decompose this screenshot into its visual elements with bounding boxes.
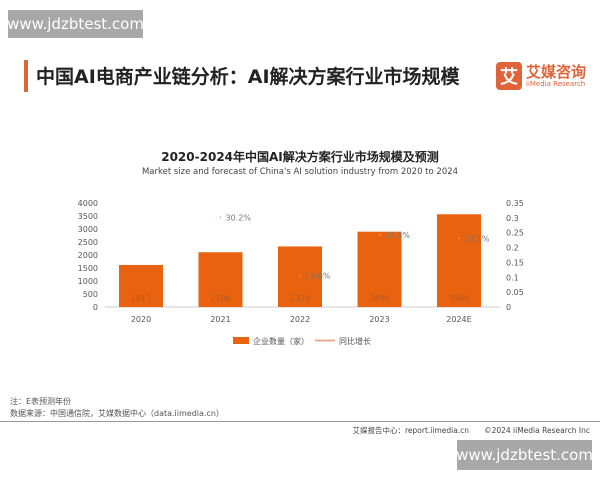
growth-point [378, 233, 381, 236]
x-tick-label: 2024E [446, 315, 471, 324]
y-right-tick-label: 0.15 [506, 258, 524, 267]
growth-label: 30.2% [226, 213, 252, 222]
bar-value-label: 3566 [449, 294, 469, 303]
logo-cn: 艾媒咨询 [526, 62, 587, 81]
bar-value-label: 2896 [369, 294, 389, 303]
y-left-tick-label: 4000 [78, 199, 98, 208]
logo: 艾 艾媒咨询 iiMedia Research [496, 62, 586, 90]
y-right-tick-label: 0.3 [506, 214, 519, 223]
bar [278, 246, 322, 307]
growth-label: 23.1% [464, 234, 490, 243]
y-left-tick-label: 1000 [78, 277, 98, 286]
footer-text: 艾媒报告中心：report.iimedia.cn ©2024 iiMedia R… [352, 426, 590, 435]
y-right-tick-label: 0 [506, 303, 511, 312]
watermark: www.jdzbtest.com [456, 440, 593, 470]
footer-divider [0, 421, 600, 422]
legend-bar-label: 企业数量（家） [253, 336, 309, 346]
bar-value-label: 1617 [131, 294, 151, 303]
y-left-tick-label: 2000 [78, 251, 98, 260]
chart-subtitle: Market size and forecast of China's AI s… [141, 167, 459, 177]
y-right-tick-label: 0.05 [506, 288, 524, 297]
growth-point [219, 216, 222, 219]
y-right-tick-label: 0.2 [506, 244, 519, 253]
x-tick-label: 2021 [210, 315, 230, 324]
bar-value-label: 2329 [290, 294, 310, 303]
y-left-tick-label: 3500 [78, 212, 98, 221]
page-title: 中国AI电商产业链分析：AI解决方案行业市场规模 [36, 66, 460, 88]
legend-line-label: 同比增长 [339, 336, 371, 346]
y-right-tick-label: 0.35 [506, 199, 524, 208]
source: 数据来源：中国通信院，艾媒数据中心（data.iimedia.cn） [10, 409, 224, 418]
bar [119, 264, 163, 307]
y-left-tick-label: 2500 [78, 238, 98, 247]
y-left-tick-label: 1500 [78, 264, 98, 273]
y-right-tick-label: 0.1 [506, 273, 519, 282]
x-tick-label: 2020 [131, 315, 151, 324]
y-left-tick-label: 0 [93, 303, 98, 312]
logo-mark: 艾 [496, 62, 522, 90]
bar [437, 214, 481, 307]
title-accent-bar [24, 60, 28, 92]
growth-point [299, 274, 301, 277]
chart-title: 2020-2024年中国AI解决方案行业市场规模及预测 [161, 150, 439, 164]
note: 注：E表预测年份 [10, 397, 72, 406]
y-left-tick-label: 500 [83, 290, 98, 299]
growth-label: 10.6% [305, 272, 331, 281]
legend-bar-swatch [233, 337, 249, 344]
bar [198, 252, 243, 307]
x-tick-label: 2023 [369, 315, 389, 324]
growth-point [458, 237, 460, 240]
x-tick-label: 2022 [290, 315, 310, 324]
y-left-tick-label: 3000 [78, 225, 98, 234]
logo-en: iiMedia Research [526, 79, 586, 88]
bar [357, 231, 402, 307]
growth-label: 24.3% [385, 231, 411, 240]
watermark: www.jdzbtest.com [7, 10, 144, 38]
y-right-tick-label: 0.25 [506, 229, 524, 238]
bar-value-label: 2106 [210, 294, 230, 303]
